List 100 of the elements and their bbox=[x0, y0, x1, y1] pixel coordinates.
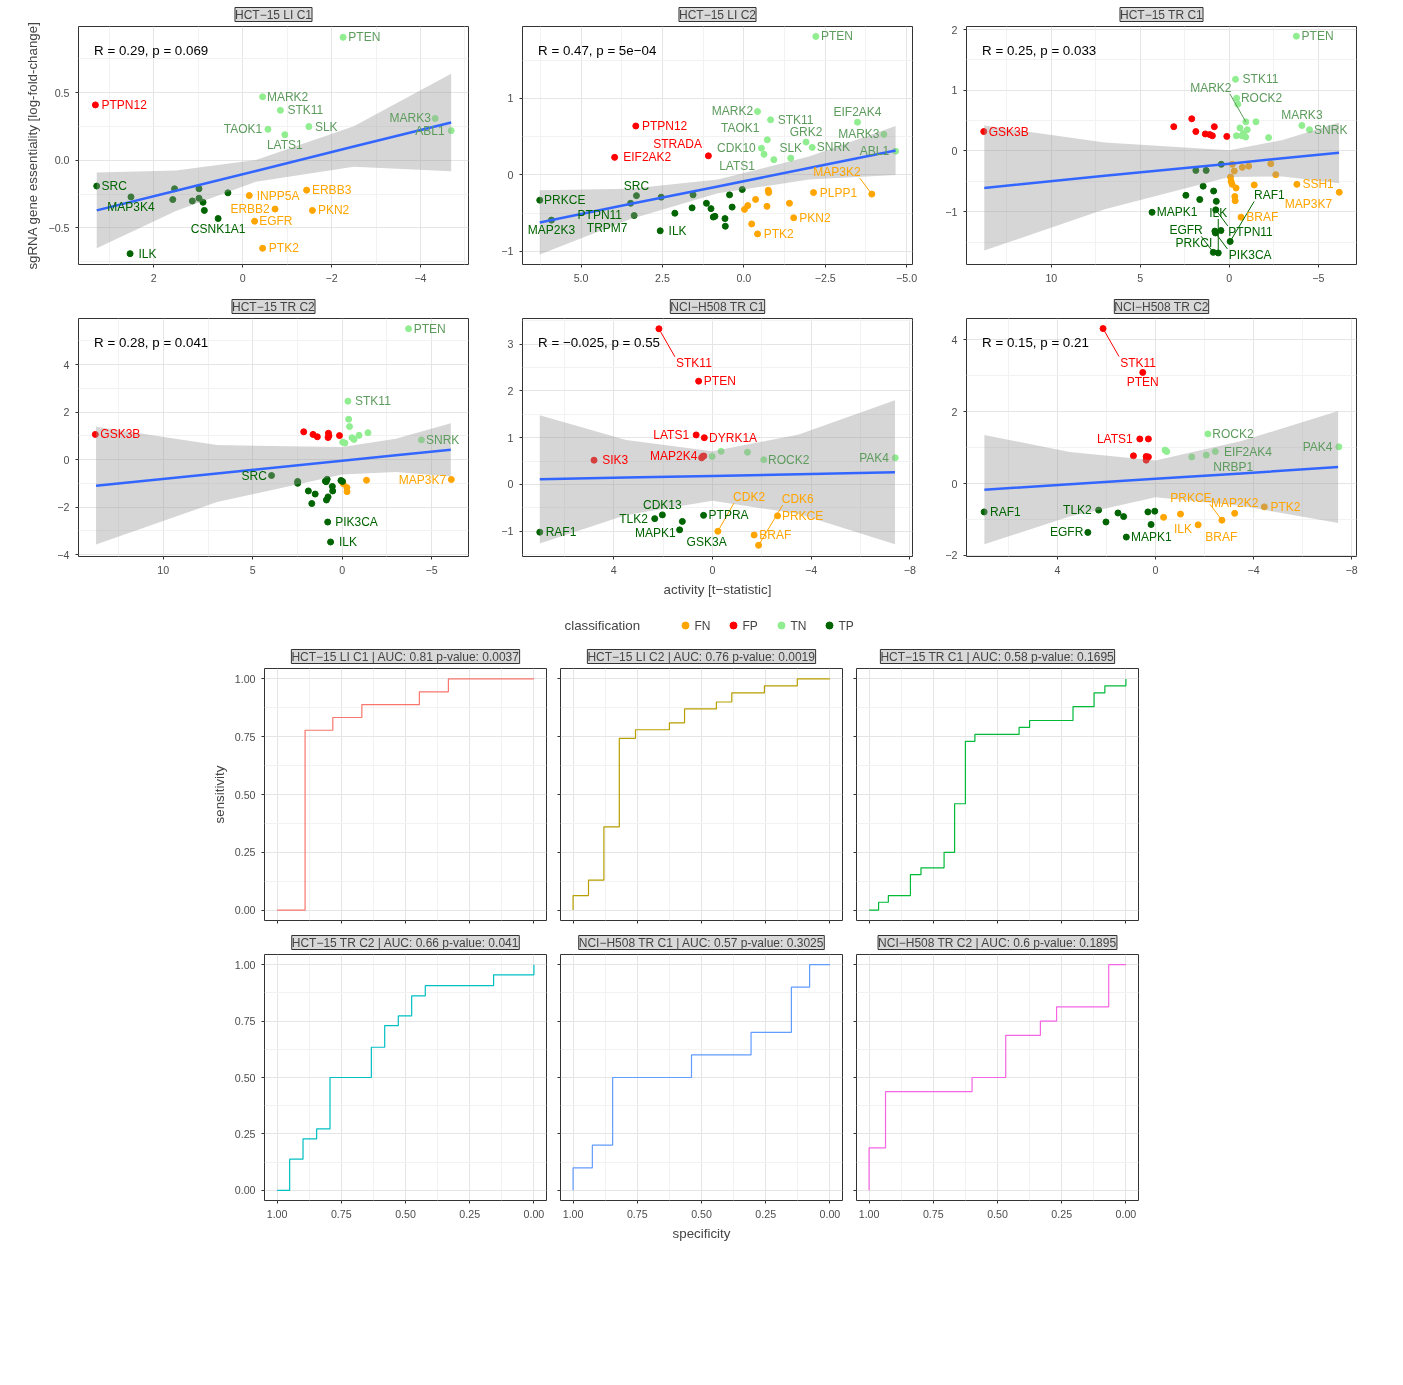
annotation: MAP2K3 bbox=[527, 223, 576, 238]
annotation: ROCK2 bbox=[768, 452, 810, 467]
annotation: MARK2 bbox=[1190, 80, 1232, 95]
annotation: R = 0.15, p = 0.21 bbox=[982, 334, 1089, 350]
annotation: R = −0.025, p = 0.55 bbox=[538, 334, 661, 350]
y-tick-label: 0 bbox=[507, 168, 514, 181]
annotation: SNRK bbox=[816, 140, 851, 155]
annotation: R = 0.25, p = 0.033 bbox=[982, 42, 1097, 58]
annotation: BRAF bbox=[1246, 210, 1279, 225]
annotation: LATS1 bbox=[1096, 431, 1134, 446]
y-tick-label: 0.50 bbox=[234, 788, 256, 801]
annotation: PLPP1 bbox=[819, 185, 858, 200]
y-tick-label: 0 bbox=[507, 478, 514, 491]
annotation: R = 0.29, p = 0.069 bbox=[94, 42, 209, 58]
x-axis-title: specificity bbox=[672, 1225, 731, 1241]
y-tick-label: 0.50 bbox=[234, 1071, 256, 1084]
annotation: PKN2 bbox=[317, 203, 350, 218]
x-tick-label: 0.25 bbox=[459, 1207, 481, 1220]
annotation: GSK3B bbox=[988, 124, 1029, 139]
annotation: GSK3A bbox=[686, 534, 727, 549]
annotation: TRPM7 bbox=[586, 220, 628, 235]
annotation: ILK bbox=[668, 223, 687, 238]
x-tick-label: 0.75 bbox=[922, 1207, 944, 1220]
x-tick-label: −2 bbox=[325, 271, 338, 284]
x-tick-label: 1.00 bbox=[266, 1207, 288, 1220]
x-tick-label: 0.25 bbox=[1051, 1207, 1073, 1220]
annotation: BRAF bbox=[759, 527, 792, 542]
y-tick-label: 0 bbox=[951, 477, 958, 490]
annotation: MAP3K7 bbox=[398, 472, 447, 487]
annotation: PIK3CA bbox=[335, 515, 378, 530]
x-tick-label: −5.0 bbox=[896, 271, 918, 284]
x-tick-label: 4 bbox=[1054, 563, 1061, 576]
annotation: PTEN bbox=[1126, 375, 1159, 390]
x-tick-label: −4 bbox=[805, 563, 818, 576]
x-tick-label: 10 bbox=[1045, 271, 1058, 284]
legend-label: FP bbox=[742, 618, 758, 633]
annotation: MAP3K7 bbox=[1284, 197, 1333, 212]
annotation: RAF1 bbox=[990, 504, 1022, 519]
y-tick-label: 1 bbox=[951, 84, 958, 97]
y-tick-label: 0.25 bbox=[234, 1127, 256, 1140]
annotation: PRKCE bbox=[1170, 491, 1212, 506]
annotation: BRAF bbox=[1205, 529, 1238, 544]
x-tick-label: 0.50 bbox=[987, 1207, 1008, 1220]
annotation: STK11 bbox=[287, 103, 324, 118]
y-tick-label: 0.75 bbox=[234, 1015, 256, 1028]
x-tick-label: 5 bbox=[1137, 271, 1144, 284]
annotation: PTPN12 bbox=[101, 97, 148, 112]
chart-title: HCT−15 TR C1 | AUC: 0.58 p-value: 0.1695 bbox=[880, 649, 1115, 664]
x-tick-label: 0 bbox=[339, 563, 346, 576]
annotation: STK11 bbox=[355, 394, 392, 409]
y-tick-label: 3 bbox=[507, 338, 514, 351]
annotation: PTEN bbox=[821, 29, 854, 44]
x-tick-label: 1.00 bbox=[858, 1207, 880, 1220]
chart-title: NCI−H508 TR C1 | AUC: 0.57 p-value: 0.3025 bbox=[578, 935, 824, 950]
y-tick-label: 2 bbox=[951, 405, 958, 418]
y-axis-title: sensitivity bbox=[211, 765, 227, 824]
annotation: PTEN bbox=[348, 30, 381, 45]
y-tick-label: 4 bbox=[951, 333, 958, 346]
annotation: SLK bbox=[779, 141, 803, 156]
x-tick-label: 0 bbox=[1152, 563, 1159, 576]
x-tick-label: 2 bbox=[150, 271, 157, 284]
chart-title: NCI−H508 TR C2 bbox=[1114, 299, 1209, 314]
annotation: PIK3CA bbox=[1228, 247, 1272, 262]
annotation: STK11 bbox=[676, 355, 713, 370]
annotation: PRKCE bbox=[544, 193, 586, 208]
legend-title: classification bbox=[564, 618, 641, 633]
x-tick-label: 10 bbox=[157, 563, 170, 576]
y-tick-label: 1 bbox=[507, 431, 514, 444]
annotation: SNRK bbox=[425, 432, 460, 447]
annotation: ILK bbox=[138, 246, 157, 261]
annotation: MAPK1 bbox=[1130, 530, 1172, 545]
chart-title: NCI−H508 TR C2 | AUC: 0.6 p-value: 0.1895 bbox=[878, 935, 1117, 950]
y-tick-label: 2 bbox=[951, 23, 958, 36]
chart-title: NCI−H508 TR C1 bbox=[670, 299, 765, 314]
annotation: ROCK2 bbox=[1212, 426, 1254, 441]
annotation: PTPRA bbox=[708, 508, 749, 523]
y-tick-label: −1 bbox=[501, 525, 514, 538]
annotation: ROCK2 bbox=[1240, 91, 1283, 106]
annotation: EIF2AK4 bbox=[1223, 444, 1273, 459]
y-tick-label: 1.00 bbox=[234, 958, 256, 971]
annotation: SLK bbox=[314, 119, 338, 134]
annotation: PTEN bbox=[413, 321, 446, 336]
annotation: STRADA bbox=[653, 136, 702, 151]
y-tick-label: 0.0 bbox=[54, 154, 70, 167]
y-tick-label: 2 bbox=[63, 406, 70, 419]
x-tick-label: 2.5 bbox=[655, 271, 670, 284]
y-tick-label: 1 bbox=[507, 92, 514, 105]
annotation: PKN2 bbox=[799, 210, 831, 225]
legend-label: TN bbox=[790, 618, 807, 633]
annotation: TAOK1 bbox=[223, 122, 263, 137]
x-axis-title: activity [t−statistic] bbox=[663, 581, 772, 597]
x-tick-label: −8 bbox=[903, 563, 916, 576]
annotation: SSH1 bbox=[1302, 177, 1335, 192]
annotation: MARK2 bbox=[711, 104, 754, 119]
annotation: CDK13 bbox=[643, 497, 683, 512]
annotation: MARK2 bbox=[266, 89, 309, 104]
annotation: GSK3B bbox=[100, 427, 141, 442]
y-tick-label: 1.00 bbox=[234, 672, 256, 685]
annotation: MARK3 bbox=[1281, 108, 1323, 123]
annotation: MAP2K4 bbox=[650, 449, 698, 464]
